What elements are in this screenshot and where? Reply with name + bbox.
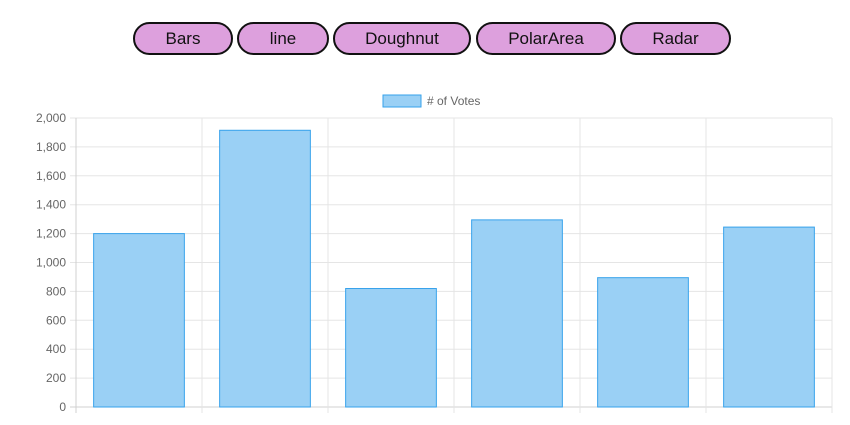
- y-tick-label: 1,000: [36, 256, 66, 270]
- y-tick-label: 400: [46, 342, 66, 356]
- bar[interactable]: [723, 226, 815, 408]
- chart-container: # of Votes 0 200 400 600 800 1,000 1,200 1,400 1…: [0, 84, 850, 420]
- radar-button[interactable]: Radar: [620, 22, 731, 55]
- chart-grid: [70, 117, 833, 413]
- y-tick-label: 2,000: [36, 111, 66, 125]
- legend-label: # of Votes: [427, 94, 480, 108]
- bar-chart: # of Votes 0 200 400 600 800 1,000 1,200 1,400 1…: [36, 94, 833, 414]
- bar[interactable]: [93, 233, 185, 408]
- y-tick-label: 1,200: [36, 227, 66, 241]
- y-tick-label: 600: [46, 313, 66, 327]
- y-tick-label: 800: [46, 284, 66, 298]
- polar-area-button[interactable]: PolarArea: [476, 22, 616, 55]
- line-button[interactable]: line: [237, 22, 329, 55]
- bar[interactable]: [345, 288, 437, 408]
- y-tick-label: 1,800: [36, 140, 66, 154]
- bar[interactable]: [471, 219, 563, 408]
- legend-swatch: [382, 94, 422, 108]
- y-tick-label: 1,400: [36, 198, 66, 212]
- chart-legend[interactable]: # of Votes: [382, 94, 480, 108]
- bar[interactable]: [597, 277, 689, 408]
- doughnut-button[interactable]: Doughnut: [333, 22, 471, 55]
- y-tick-label: 0: [59, 400, 66, 414]
- y-axis: 0 200 400 600 800 1,000 1,200 1,400 1,600 1,800 2,…: [36, 111, 66, 414]
- bars-button[interactable]: Bars: [133, 22, 233, 55]
- bar-series: [93, 129, 815, 408]
- y-tick-label: 200: [46, 371, 66, 385]
- bar[interactable]: [219, 129, 311, 408]
- y-tick-label: 1,600: [36, 169, 66, 183]
- chart-type-toolbar: Bars line Doughnut PolarArea Radar: [0, 22, 850, 56]
